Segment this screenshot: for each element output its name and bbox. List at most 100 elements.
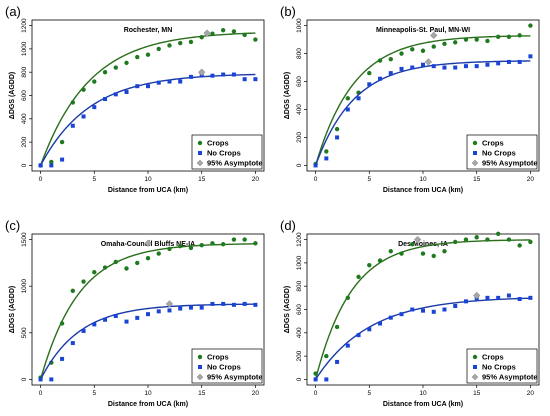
- data-point-no-crops: [421, 308, 425, 313]
- x-tick-label: 0: [314, 390, 318, 397]
- data-point-crops: [70, 100, 76, 105]
- asymptote-marker: [144, 239, 152, 248]
- data-point-crops: [367, 70, 372, 76]
- panel-label: (c): [5, 218, 20, 233]
- data-point-crops: [188, 245, 194, 251]
- y-tick-label: 600: [21, 90, 28, 101]
- data-point-no-crops: [124, 319, 129, 324]
- data-point-no-crops: [313, 377, 318, 382]
- data-point-no-crops: [388, 71, 393, 76]
- y-tick-label: 200: [296, 350, 303, 361]
- y-tick-label: 500: [21, 327, 28, 338]
- data-point-no-crops: [324, 156, 329, 161]
- data-point-crops: [463, 37, 469, 42]
- data-point-no-crops: [313, 163, 318, 168]
- legend-marker-crops: [197, 354, 203, 360]
- data-point-no-crops: [156, 309, 161, 314]
- data-point-crops: [485, 38, 490, 44]
- legend-marker-no-crops: [473, 365, 477, 369]
- legend-entry: No Crops: [207, 149, 241, 158]
- data-point-no-crops: [399, 312, 404, 317]
- panel-b: (b)Minneapolis-St. Paul, MN-WI0 5 10 15 2002…: [280, 4, 540, 194]
- data-point-crops: [324, 353, 329, 359]
- data-point-crops: [70, 288, 76, 294]
- legend-entry: 95% Asymptote: [207, 373, 263, 382]
- y-tick-label: 200: [296, 132, 303, 143]
- y-tick-label: 400: [21, 113, 28, 124]
- y-tick-label: 1200: [21, 18, 28, 33]
- data-point-no-crops: [463, 64, 468, 69]
- data-point-crops: [313, 371, 318, 376]
- fit-curve-crops: [39, 243, 256, 380]
- data-point-no-crops: [421, 62, 425, 67]
- data-point-no-crops: [442, 65, 447, 70]
- legend-entry: 95% Asymptote: [482, 159, 538, 168]
- data-point-no-crops: [517, 59, 522, 64]
- data-point-crops: [220, 242, 226, 247]
- x-tick-label: 0: [39, 176, 43, 183]
- data-point-crops: [410, 47, 415, 52]
- legend-box: [466, 134, 538, 170]
- y-tick-label: 1000: [21, 41, 28, 56]
- data-point-crops: [167, 246, 172, 252]
- data-point-no-crops: [178, 79, 183, 84]
- asymptote-marker: [197, 68, 206, 76]
- data-point-crops: [113, 259, 118, 265]
- data-point-no-crops: [70, 341, 75, 346]
- data-point-no-crops: [81, 114, 86, 119]
- data-point-crops: [199, 35, 204, 40]
- data-point-crops: [367, 263, 372, 268]
- x-tick-label: 0: [39, 390, 43, 397]
- data-point-no-crops: [167, 79, 172, 84]
- panel-title: Des Moines, IA: [398, 241, 448, 248]
- data-point-no-crops: [242, 77, 247, 82]
- x-tick-label: 20: [527, 390, 535, 397]
- data-point-no-crops: [356, 333, 361, 338]
- panel-label: (b): [280, 4, 296, 19]
- data-point-no-crops: [431, 309, 436, 314]
- legend-entry: No Crops: [482, 363, 516, 372]
- panel-label: (a): [5, 4, 21, 19]
- x-axis-label: Distance from UCA (km): [108, 401, 188, 408]
- data-point-crops: [49, 159, 54, 165]
- x-axis-label: Distance from UCA (km): [383, 401, 463, 408]
- data-point-no-crops: [146, 312, 150, 317]
- data-point-no-crops: [506, 59, 511, 64]
- x-axis-label: Distance from UCA (km): [383, 187, 463, 194]
- data-point-no-crops: [231, 72, 236, 77]
- data-point-no-crops: [378, 76, 383, 81]
- y-axis-label: ΔDGS (AGDD): [284, 72, 291, 119]
- legend-marker-asymptote: [196, 159, 204, 167]
- legend-entry: Crops: [207, 139, 229, 148]
- data-point-crops: [495, 34, 501, 39]
- data-point-no-crops: [188, 74, 193, 79]
- data-point-crops: [253, 37, 258, 42]
- data-point-no-crops: [517, 297, 522, 302]
- data-point-no-crops: [231, 302, 236, 307]
- fit-curve-crops: [314, 239, 531, 380]
- data-point-no-crops: [124, 90, 129, 95]
- x-tick-label: 15: [473, 176, 481, 183]
- data-point-no-crops: [378, 321, 383, 326]
- data-point-crops: [242, 32, 247, 38]
- data-point-crops: [528, 239, 533, 245]
- x-tick-label: 15: [473, 390, 481, 397]
- data-point-no-crops: [253, 302, 258, 307]
- legend-marker-asymptote: [196, 373, 204, 381]
- data-point-no-crops: [92, 322, 97, 327]
- y-tick-label: 800: [296, 48, 303, 59]
- data-point-crops: [474, 235, 479, 240]
- data-point-crops: [124, 60, 129, 66]
- x-tick-label: 10: [144, 176, 152, 183]
- data-point-crops: [59, 139, 65, 145]
- panel-c: (c)Omaha-Council Bluffs NE-IA0 5 10 15 20050…: [5, 218, 265, 408]
- panel-title: Minneapolis-St. Paul, MN-WI: [376, 27, 470, 34]
- x-tick-label: 20: [527, 176, 535, 183]
- data-point-no-crops: [335, 359, 340, 364]
- y-tick-label: 0: [21, 377, 28, 381]
- data-point-crops: [517, 243, 522, 248]
- data-point-no-crops: [113, 92, 118, 97]
- data-point-no-crops: [345, 107, 350, 112]
- data-point-crops: [188, 39, 194, 45]
